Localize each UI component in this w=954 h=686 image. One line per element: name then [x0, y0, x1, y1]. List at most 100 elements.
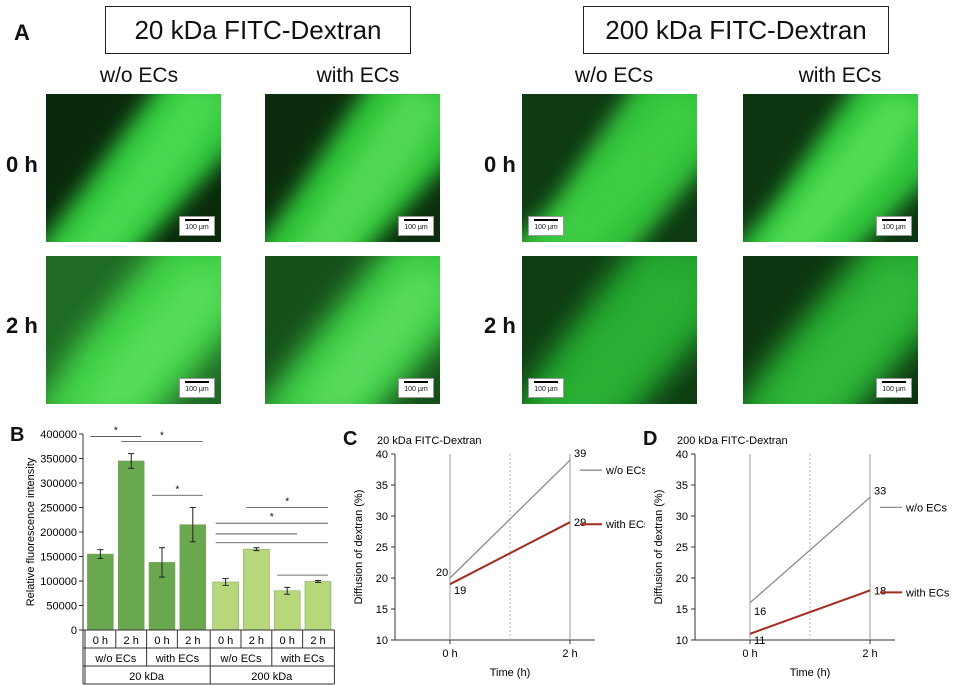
y-tick-label: 25 — [676, 542, 688, 554]
bar-chart-fluorescence: 0 50000 100000 150000 200000 250000 300000 3500… — [25, 425, 335, 685]
significance-star: * — [114, 425, 118, 436]
scale-bar: 100 µm — [528, 378, 564, 398]
group-label: with ECs — [155, 653, 200, 665]
series-line — [749, 589, 871, 635]
micrograph-200kda-with-ecs-2h: 100 µm — [743, 256, 918, 404]
y-tick-label: 35 — [376, 480, 388, 492]
micrograph-20kda-wo-ecs-0h: 100 µm — [46, 94, 221, 242]
col-label-wo-ecs-200: w/o ECs — [574, 64, 654, 87]
x-tick-label: 0 h — [280, 635, 295, 647]
series-line — [449, 521, 571, 586]
row-label-2h-left: 2 h — [6, 313, 38, 338]
x-tick-label: 0 h — [93, 635, 108, 647]
y-tick-label: 30 — [676, 511, 688, 523]
bar — [212, 581, 239, 631]
y-tick-label: 50000 — [46, 601, 77, 613]
col-label-with-ecs-20: with ECs — [316, 64, 400, 87]
y-tick-label: 100000 — [40, 576, 77, 588]
y-tick-label: 15 — [676, 604, 688, 616]
bar — [243, 548, 270, 631]
point-label: 19 — [454, 585, 466, 597]
significance-star: * — [175, 484, 179, 495]
point-label: 16 — [754, 606, 766, 618]
super-group-label: 200 kDa — [251, 671, 293, 683]
y-axis-label: Diffusion of dextran (%) — [353, 490, 365, 605]
y-tick-label: 250000 — [40, 503, 77, 515]
y-axis-label: Diffusion of dextran (%) — [653, 490, 665, 605]
x-tick-label: 2 h — [562, 648, 577, 660]
point-label: 39 — [574, 448, 586, 460]
scale-bar: 100 µm — [398, 216, 434, 236]
row-label-0h-right: 0 h — [484, 152, 516, 177]
x-tick-label: 0 h — [742, 648, 757, 660]
chart-title: 20 kDa FITC-Dextran — [377, 435, 482, 447]
title-20kda: 20 kDa FITC-Dextran — [105, 6, 411, 54]
legend-label: with ECs — [905, 587, 950, 599]
micrograph-20kda-with-ecs-2h: 100 µm — [265, 256, 440, 404]
micrograph-200kda-wo-ecs-0h: 100 µm — [522, 94, 697, 242]
significance-star: * — [285, 497, 289, 508]
panel-letter-c: C — [343, 428, 358, 450]
x-tick-label: 0 h — [218, 635, 233, 647]
legend-label: with ECs — [605, 519, 645, 531]
y-tick-label: 40 — [676, 449, 688, 461]
y-tick-label: 350000 — [40, 454, 77, 466]
scale-bar: 100 µm — [876, 216, 912, 236]
x-tick-label: 2 h — [185, 635, 200, 647]
y-tick-label: 20 — [376, 573, 388, 585]
x-axis-label: Time (h) — [490, 667, 531, 679]
chart-title: 200 kDa FITC-Dextran — [677, 435, 788, 447]
super-group-label: 20 kDa — [129, 671, 165, 683]
panel-letter-d: D — [643, 428, 658, 450]
legend-label: w/o ECs — [605, 465, 645, 477]
line-chart-200kda: 200 kDa FITC-Dextran 10 15 20 25 30 35 40 Diffus… — [653, 435, 950, 679]
row-label-2h-right: 2 h — [484, 313, 516, 338]
micrograph-20kda-with-ecs-0h: 100 µm — [265, 94, 440, 242]
point-label: 33 — [874, 485, 886, 497]
bar — [304, 581, 332, 631]
micrograph-200kda-with-ecs-0h: 100 µm — [743, 94, 918, 242]
series-line — [749, 496, 871, 604]
y-tick-label: 400000 — [40, 429, 77, 441]
col-label-wo-ecs-20: w/o ECs — [99, 64, 179, 87]
title-200kda: 200 kDa FITC-Dextran — [583, 6, 889, 54]
row-label-0h-left: 0 h — [6, 152, 38, 177]
scale-bar: 100 µm — [876, 378, 912, 398]
micrograph-20kda-wo-ecs-2h: 100 µm — [46, 256, 221, 404]
y-tick-label: 0 — [71, 625, 77, 637]
group-label: w/o ECs — [94, 653, 136, 665]
x-tick-label: 2 h — [124, 635, 139, 647]
bar — [87, 553, 114, 631]
group-label: w/o ECs — [220, 653, 262, 665]
x-tick-label: 2 h — [310, 635, 325, 647]
scale-bar: 100 µm — [528, 216, 564, 236]
panel-letter-b: B — [10, 424, 25, 446]
series-line — [449, 459, 571, 579]
y-tick-label: 300000 — [40, 478, 77, 490]
bar — [117, 460, 145, 631]
y-tick-label: 25 — [376, 542, 388, 554]
point-label: 20 — [436, 567, 448, 579]
y-tick-label: 20 — [676, 573, 688, 585]
micrograph-200kda-wo-ecs-2h: 100 µm — [522, 256, 697, 404]
y-tick-label: 10 — [676, 635, 688, 647]
legend-label: w/o ECs — [905, 502, 947, 514]
scale-bar: 100 µm — [398, 378, 434, 398]
significance-star: * — [160, 430, 164, 441]
point-label: 11 — [754, 635, 765, 647]
x-tick-label: 2 h — [862, 648, 877, 660]
y-tick-label: 10 — [376, 635, 388, 647]
x-tick-label: 0 h — [442, 648, 457, 660]
scale-bar: 100 µm — [179, 378, 215, 398]
y-tick-label: 35 — [676, 480, 688, 492]
y-tick-label: 150000 — [40, 552, 77, 564]
x-axis-label: Time (h) — [790, 667, 831, 679]
scale-bar: 100 µm — [179, 216, 215, 236]
y-axis-label: Relative fluorescence intensity — [25, 457, 37, 606]
significance-star: * — [270, 512, 274, 523]
y-tick-label: 40 — [376, 449, 388, 461]
bar — [273, 590, 301, 631]
x-tick-label: 0 h — [154, 635, 169, 647]
y-tick-label: 15 — [376, 604, 388, 616]
panel-letter-a: A — [14, 20, 30, 45]
